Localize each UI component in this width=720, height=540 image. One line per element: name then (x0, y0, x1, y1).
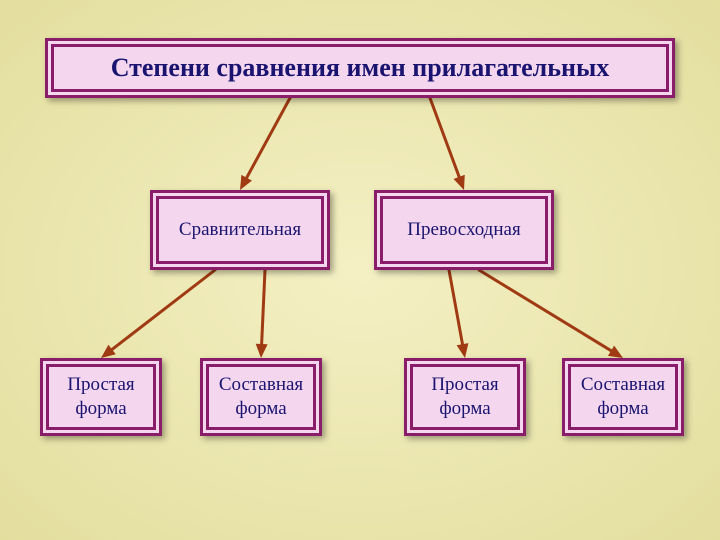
node-root: Степени сравнения имен прилагательных (45, 38, 675, 98)
node-leaf-compound-1: Составная форма (200, 358, 322, 436)
node-superlative: Превосходная (374, 190, 554, 270)
node-root-label: Степени сравнения имен прилагательных (111, 52, 610, 85)
node-comparative: Сравнительная (150, 190, 330, 270)
node-leaf-simple-1-label: Простая форма (67, 373, 134, 421)
node-leaf-simple-2-label: Простая форма (431, 373, 498, 421)
node-leaf-compound-1-label: Составная форма (219, 373, 303, 421)
node-leaf-simple-1: Простая форма (40, 358, 162, 436)
node-comparative-label: Сравнительная (179, 218, 301, 242)
node-leaf-compound-2-label: Составная форма (581, 373, 665, 421)
node-superlative-label: Превосходная (407, 218, 520, 242)
node-leaf-simple-2: Простая форма (404, 358, 526, 436)
node-leaf-compound-2: Составная форма (562, 358, 684, 436)
